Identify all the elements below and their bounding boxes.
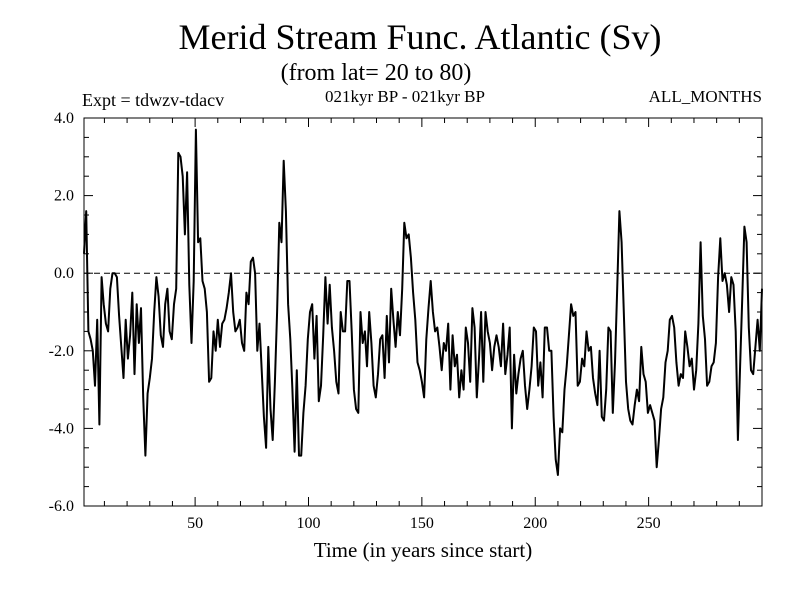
period-label: 021kyr BP - 021kyr BP bbox=[325, 87, 485, 106]
y-tick-label: 2.0 bbox=[54, 188, 74, 205]
x-axis-label: Time (in years since start) bbox=[313, 538, 533, 562]
y-tick-label: 0.0 bbox=[54, 265, 74, 282]
y-tick-label: -2.0 bbox=[49, 343, 74, 360]
y-tick-label: 4.0 bbox=[54, 110, 74, 127]
y-tick-label: -4.0 bbox=[49, 420, 74, 437]
experiment-label: Expt = tdwzv-tdacv bbox=[82, 90, 225, 110]
months-label: ALL_MONTHS bbox=[648, 87, 762, 106]
x-tick-label: 150 bbox=[410, 515, 434, 532]
chart-subtitle: (from lat= 20 to 80) bbox=[280, 60, 472, 86]
x-tick-label: 200 bbox=[523, 515, 547, 532]
y-tick-label: -6.0 bbox=[49, 498, 74, 515]
chart-title: Merid Stream Func. Atlantic (Sv) bbox=[178, 17, 662, 57]
plot-frame bbox=[83, 117, 763, 507]
series-line bbox=[83, 128, 763, 476]
x-tick-label: 100 bbox=[296, 515, 320, 532]
x-tick-label: 250 bbox=[637, 515, 661, 532]
x-tick-label: 50 bbox=[187, 515, 203, 532]
